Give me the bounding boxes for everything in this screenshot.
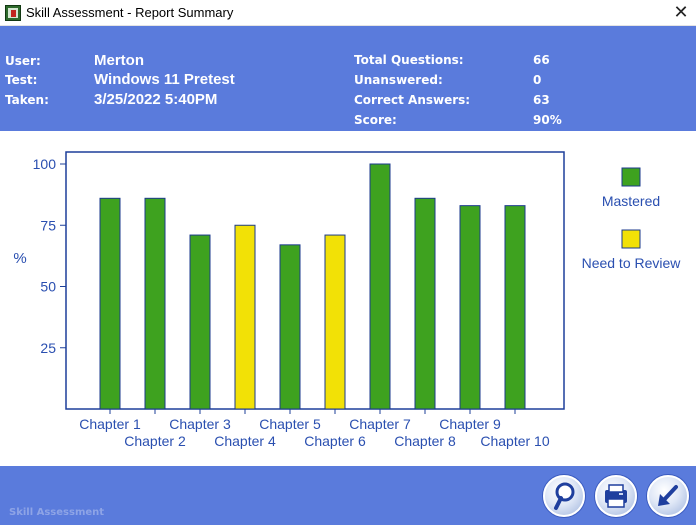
x-tick-label: Chapter 4 (214, 433, 276, 449)
y-axis-label: % (13, 250, 26, 267)
title-bar: Skill Assessment - Report Summary ✕ (0, 0, 696, 26)
window-title: Skill Assessment - Report Summary (26, 5, 234, 20)
y-tick-label: 25 (40, 340, 56, 356)
bar (279, 244, 301, 410)
score-value: 90% (533, 113, 562, 127)
test-label: Test: (5, 73, 38, 87)
app-icon (5, 5, 21, 21)
y-tick-label: 100 (33, 156, 57, 172)
unanswered-label: Unanswered: (354, 73, 443, 87)
footer-brand: Skill Assessment (9, 507, 105, 518)
printer-icon (605, 484, 627, 508)
summary-header: User: Merton Test: Windows 11 Pretest Ta… (0, 26, 696, 131)
bar (144, 197, 166, 410)
x-tick-label: Chapter 7 (349, 416, 411, 432)
exit-button[interactable] (647, 475, 689, 517)
x-tick-label: Chapter 2 (124, 433, 186, 449)
legend-label: Mastered (602, 193, 660, 209)
close-button[interactable]: ✕ (673, 2, 689, 23)
user-value: Merton (94, 52, 144, 69)
footer-bar: Skill Assessment (0, 466, 696, 525)
bar (369, 163, 391, 410)
bar (189, 234, 211, 410)
plot-frame (65, 151, 565, 410)
x-tick-label: Chapter 8 (394, 433, 456, 449)
correct-answers-value: 63 (533, 93, 550, 107)
x-tick-label: Chapter 9 (439, 416, 501, 432)
bar (99, 197, 121, 410)
magnifier-icon (554, 482, 575, 510)
bar (504, 205, 526, 410)
bar (234, 224, 256, 410)
score-label: Score: (354, 113, 397, 127)
taken-label: Taken: (5, 93, 49, 107)
total-questions-label: Total Questions: (354, 53, 464, 67)
x-tick-label: Chapter 5 (259, 416, 321, 432)
correct-answers-label: Correct Answers: (354, 93, 471, 107)
legend-swatch (621, 229, 641, 249)
arrow-icon (658, 485, 678, 506)
review-button[interactable] (543, 475, 585, 517)
taken-value: 3/25/2022 5:40PM (94, 91, 218, 108)
bar (324, 234, 346, 410)
x-tick-label: Chapter 10 (480, 433, 549, 449)
test-value: Windows 11 Pretest (94, 71, 235, 88)
legend-label: Need to Review (582, 255, 682, 271)
bar (414, 197, 436, 410)
x-tick-label: Chapter 6 (304, 433, 366, 449)
y-tick-label: 75 (40, 217, 56, 233)
x-tick-label: Chapter 1 (79, 416, 141, 432)
chart-area: 25 50 75 100% Chapter 1 Chapter 2 Chapter 3 Cha… (0, 131, 696, 466)
total-questions-value: 66 (533, 53, 550, 67)
legend-swatch (621, 167, 641, 187)
x-tick-label: Chapter 3 (169, 416, 231, 432)
bar (459, 205, 481, 410)
unanswered-value: 0 (533, 73, 542, 87)
user-label: User: (5, 54, 41, 68)
y-tick-label: 50 (40, 279, 56, 295)
print-button[interactable] (595, 475, 637, 517)
